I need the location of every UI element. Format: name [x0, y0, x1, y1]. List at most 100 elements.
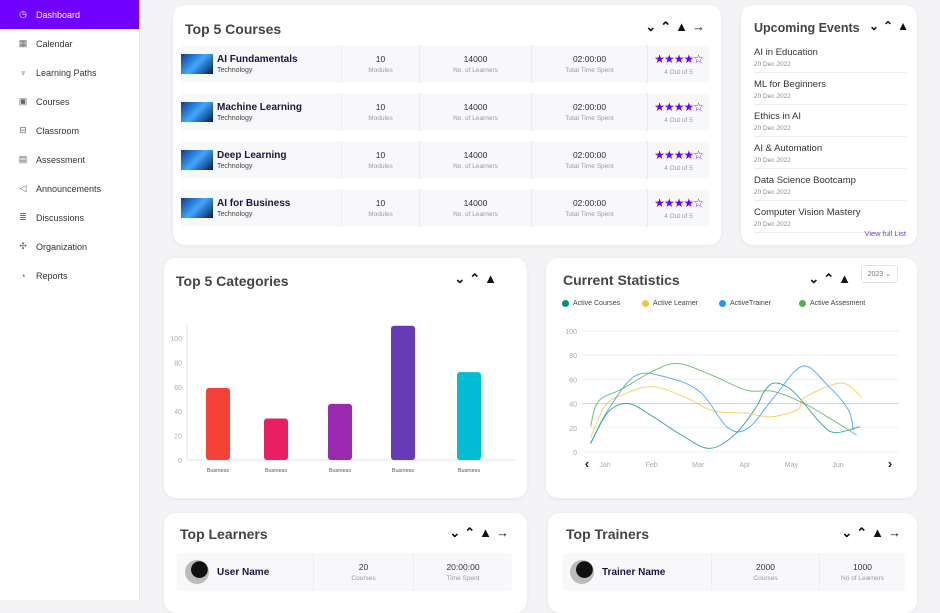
learners-value: 14000 — [463, 102, 488, 112]
sidebar-item-dashboard[interactable]: ◷ Dashboard — [0, 0, 139, 29]
rating-label: 4 Out of 5 — [664, 213, 693, 220]
time-label: Total Time Spent — [565, 115, 614, 122]
year-select[interactable]: 2023 ⌄ — [860, 265, 898, 283]
x-tick-label: Jan — [599, 462, 610, 469]
chart-next-icon[interactable]: › — [888, 456, 892, 471]
event-title: ML for Beginners — [754, 79, 826, 90]
statistics-line-chart: 0 20 40 60 80 100 Jan Feb Mar Apr May Jun ‹ › — [565, 329, 899, 471]
event-item[interactable]: Ethics in AI 20 Dec 2022 — [754, 105, 907, 137]
sidebar-item-label: Organization — [36, 241, 88, 252]
collapse-controls[interactable]: ⌄⌃▲ — [869, 19, 913, 33]
collapse-controls[interactable]: ⌄⌃▲ — [841, 525, 888, 540]
card-controls[interactable]: ⌄⌃▲→ — [841, 525, 905, 541]
event-date: 20 Dec 2022 — [754, 61, 791, 68]
card-title: Top 5 Courses — [185, 21, 282, 37]
event-item[interactable]: Data Science Bootcamp 20 Dec 2022 — [754, 169, 907, 201]
event-title: Computer Vision Mastery — [754, 207, 861, 218]
course-thumbnail — [181, 150, 213, 170]
trainer-name: Trainer Name — [602, 566, 666, 578]
collapse-controls[interactable]: ⌄⌃▲ — [449, 525, 496, 540]
sidebar-item-learning-paths[interactable]: ♆ Learning Paths — [0, 58, 139, 87]
x-tick-label: Apr — [739, 462, 751, 469]
event-item[interactable]: AI & Automation 20 Dec 2022 — [754, 137, 907, 169]
sidebar-item-courses[interactable]: ▣ Courses — [0, 87, 139, 116]
legend-label: Active Learner — [653, 300, 699, 307]
legend-item: Active Assesment — [799, 300, 865, 307]
classroom-icon: ⊟ — [19, 125, 27, 135]
series-line-active-learner — [590, 382, 863, 438]
announcements-icon: ◁ — [19, 183, 27, 193]
rating-stars-icon: ★★★★☆ — [654, 196, 704, 210]
chart-prev-icon[interactable]: ‹ — [585, 456, 589, 471]
event-item[interactable]: ML for Beginners 20 Dec 2022 — [754, 73, 907, 105]
legend-dot — [799, 300, 806, 307]
collapse-controls[interactable]: ⌄⌃▲ — [808, 271, 855, 286]
card-title: Current Statistics — [563, 272, 680, 288]
card-controls[interactable]: ⌄⌃▲→ — [645, 19, 709, 35]
series-line-active-courses — [590, 382, 861, 449]
legend-label: ActiveTrainer — [730, 300, 771, 307]
time-label: Total Time Spent — [565, 211, 614, 218]
collapse-controls[interactable]: ⌄⌃▲ — [645, 19, 692, 34]
legend-dot — [642, 300, 649, 307]
courses-value: 2000 — [756, 562, 775, 572]
legend-dot — [719, 300, 726, 307]
sidebar-item-assessment[interactable]: ▤ Assessment — [0, 145, 139, 174]
learners-value: 14000 — [463, 54, 488, 64]
event-date: 20 Dec 2022 — [754, 189, 791, 196]
x-tick-label: Feb — [646, 462, 658, 469]
y-tick-label: 60 — [569, 377, 577, 384]
dashboard-icon: ◷ — [19, 9, 27, 19]
sidebar-item-organization[interactable]: ✣ Organization — [0, 232, 139, 261]
sidebar-item-label: Calendar — [36, 38, 73, 49]
rating-label: 4 Out of 5 — [664, 165, 693, 172]
course-name: Deep Learning — [217, 150, 287, 161]
sidebar-item-label: Classroom — [36, 125, 80, 136]
view-full-list-link[interactable]: View full List — [864, 229, 906, 238]
event-date: 20 Dec 2022 — [754, 221, 791, 228]
arrow-right-icon[interactable]: → — [888, 525, 905, 540]
sidebar-item-announcements[interactable]: ◁ Announcements — [0, 174, 139, 203]
sidebar-item-discussions[interactable]: ≣ Discussions — [0, 203, 139, 232]
courses-label: Courses — [351, 575, 376, 582]
collapse-controls[interactable]: ⌄⌃▲ — [454, 271, 501, 286]
rating-label: 4 Out of 5 — [664, 117, 693, 124]
event-item[interactable]: Computer Vision Mastery 20 Dec 2022 — [754, 201, 907, 233]
sidebar: ◷ Dashboard ▦ Calendar ♆ Learning Paths ▣ Cours… — [0, 0, 140, 600]
top-trainers-card: Top Trainers ⌄⌃▲→ Trainer Name 2000 Cours… — [548, 513, 917, 613]
sidebar-item-calendar[interactable]: ▦ Calendar — [0, 29, 139, 58]
rating-label: 4 Out of 5 — [664, 69, 693, 76]
learners-label: No of Learners — [841, 575, 884, 582]
course-name: AI Fundamentals — [217, 54, 298, 65]
arrow-right-icon[interactable]: → — [692, 19, 709, 34]
y-tick-label: 40 — [569, 402, 577, 409]
time-value: 02:00:00 — [572, 102, 607, 112]
learner-row[interactable]: User Name 20 Courses 20:00:00 Time Spent — [177, 553, 512, 591]
course-category: Technology — [217, 115, 253, 122]
y-tick-label: 0 — [573, 450, 577, 457]
courses-icon: ▣ — [18, 96, 28, 106]
learners-label: No. of Learners — [453, 115, 498, 122]
event-date: 20 Dec 2022 — [754, 157, 791, 164]
rating-stars-icon: ★★★★☆ — [654, 100, 704, 114]
course-row[interactable]: Deep Learning Technology 10 Modules 14000 N… — [181, 141, 709, 179]
event-item[interactable]: AI in Education 20 Dec 2022 — [754, 41, 907, 73]
modules-value: 10 — [375, 150, 386, 160]
courses-value: 20 — [358, 562, 369, 572]
card-controls[interactable]: ⌄⌃▲→ — [449, 525, 513, 541]
sidebar-item-reports[interactable]: ◔ Reports — [0, 261, 139, 290]
course-row[interactable]: AI Fundamentals Technology 10 Modules 1400… — [181, 45, 709, 83]
assessment-icon: ▤ — [18, 154, 28, 164]
reports-icon: ◔ — [20, 270, 26, 281]
event-title: Ethics in AI — [754, 111, 801, 122]
trainer-row[interactable]: Trainer Name 2000 Courses 1000 No of Learn… — [562, 553, 905, 591]
sidebar-item-label: Learning Paths — [36, 67, 97, 78]
rating-stars-icon: ★★★★☆ — [654, 52, 704, 66]
modules-value: 10 — [375, 102, 386, 112]
arrow-right-icon[interactable]: → — [496, 525, 513, 540]
sidebar-item-classroom[interactable]: ⊟ Classroom — [0, 116, 139, 145]
learner-name: User Name — [217, 566, 270, 578]
course-row[interactable]: AI for Business Technology 10 Modules 1400… — [181, 189, 709, 227]
course-row[interactable]: Machine Learning Technology 10 Modules 140… — [181, 93, 709, 131]
sidebar-item-label: Discussions — [36, 212, 85, 223]
